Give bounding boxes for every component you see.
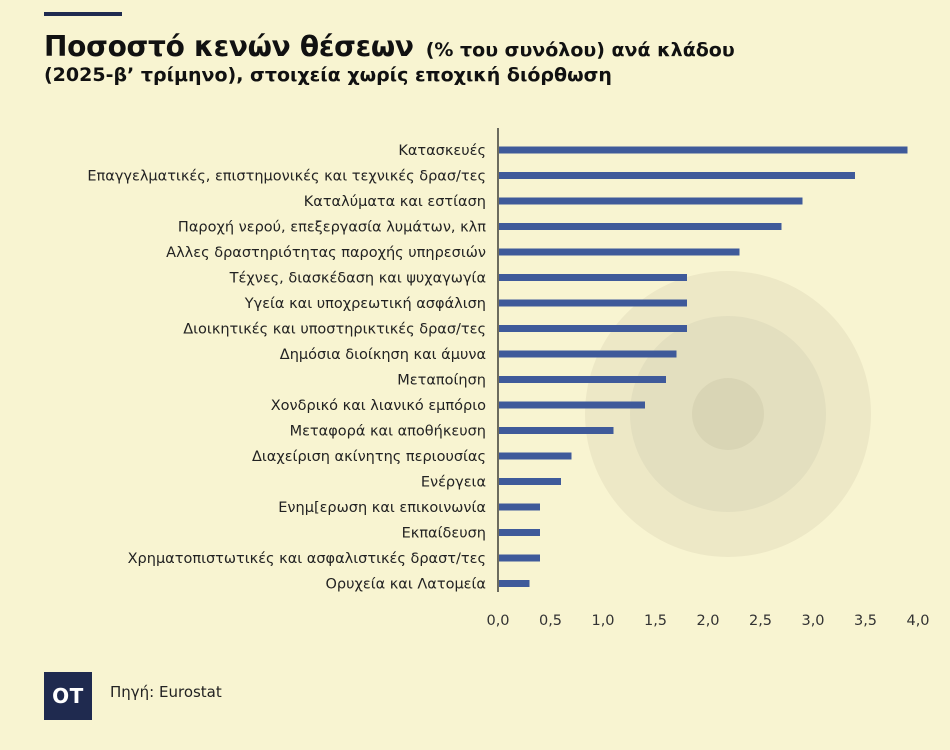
bar [499,478,561,485]
bars-layer [499,146,908,587]
category-label: Μεταποίηση [397,373,486,389]
bar [499,223,782,230]
x-tick-label: 4,0 [906,613,929,629]
source-note: Πηγή: Eurostat [110,683,222,701]
chart-title: Ποσοστό κενών θέσεων (% του συνόλου) ανά … [44,30,735,63]
bg-circle-inner [692,378,764,450]
category-label: Καταλύματα και εστίαση [304,194,486,210]
x-tick-label: 1,5 [644,613,667,629]
bar [499,350,677,358]
x-tick-label: 3,0 [801,613,824,629]
ot-logo: OT [44,672,92,720]
category-label: Ενημ[ερωση και επικοινωνία [278,500,486,516]
category-label: Επαγγελματικές, επιστημονικές και τεχνικ… [87,169,486,185]
category-label: Αλλες δραστηριότητας παροχής υπηρεσιών [166,245,486,261]
category-label: Δημόσια διοίκηση και άμυνα [280,347,486,363]
category-label: Χρηματοπιστωτικές και ασφαλιστικές δραστ… [128,551,486,567]
category-label: Διαχείριση ακίνητης περιουσίας [252,449,486,465]
bar [499,274,687,281]
x-axis-tick-labels: 0,0 0,5 1,0 1,5 2,0 2,5 3,0 3,5 4,0 [486,613,929,629]
category-label: Εκπαίδευση [402,526,486,542]
category-label: Μεταφορά και αποθήκευση [290,424,486,440]
x-tick-label: 0,5 [539,613,562,629]
bar [499,554,540,562]
category-label: Παροχή νερού, επεξεργασία λυμάτων, κλπ [178,220,486,236]
bar [499,376,666,383]
category-labels: Κατασκευές Επαγγελματικές, επιστημονικές … [87,143,486,593]
x-tick-label: 3,5 [854,613,877,629]
bar [499,503,540,511]
bar [499,299,687,307]
title-main: Ποσοστό κενών θέσεων [44,30,414,63]
bar [499,529,540,536]
x-tick-label: 1,0 [591,613,614,629]
bar [499,580,530,587]
category-label: Χονδρικό και λιανικό εμπόριο [271,398,486,414]
bar [499,401,645,409]
bar [499,452,572,460]
bar [499,325,687,332]
category-label: Τέχνες, διασκέδαση και ψυχαγωγία [229,271,486,287]
background-circles [585,271,871,557]
x-tick-label: 2,5 [749,613,772,629]
category-label: Διοικητικές και υποστηρικτικές δρασ/τες [183,322,486,338]
top-accent-rule [44,12,122,16]
bar [499,248,740,256]
bar [499,197,803,205]
category-label: Ενέργεια [421,475,486,491]
category-label: Ορυχεία και Λατομεία [325,577,486,593]
bar [499,427,614,434]
title-period: (2025-β’ τρίμηνο), στοιχεία χωρίς εποχικ… [44,64,612,86]
bar [499,172,855,179]
bar [499,146,908,154]
x-tick-label: 0,0 [486,613,509,629]
category-label: Κατασκευές [398,143,486,159]
x-tick-label: 2,0 [696,613,719,629]
category-label: Υγεία και υποχρεωτική ασφάλιση [244,296,486,312]
title-subtitle: (% του συνόλου) ανά κλάδου [425,39,735,61]
